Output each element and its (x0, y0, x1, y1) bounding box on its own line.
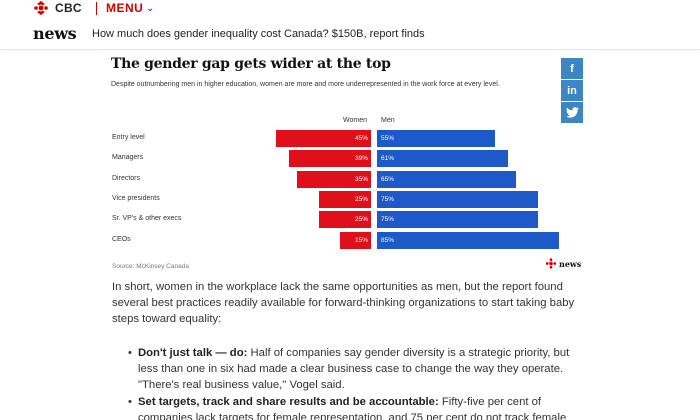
infographic-title: The gender gap gets wider at the top (111, 56, 391, 72)
men-bar: 65% (377, 170, 517, 188)
top-bar: CBC MENU ⌄ (0, 0, 700, 18)
bullet-dot: • (128, 396, 132, 408)
category-label: Directors (112, 174, 141, 182)
list-item: • Don't just talk — do: Half of companies… (128, 345, 588, 393)
category-label: Managers (112, 154, 144, 162)
category-label: Entry level (112, 134, 145, 141)
women-column-header: Women (343, 117, 367, 124)
category-label: CEOs (112, 235, 131, 243)
news-logo[interactable]: news (33, 24, 77, 43)
chevron-down-icon: ⌄ (146, 3, 155, 13)
list-item-bold: Set targets, track and share results and… (138, 396, 439, 408)
men-bar: 55% (377, 130, 495, 147)
best-practices-list: • Don't just talk — do: Half of companies… (128, 345, 588, 420)
cbc-gem-icon (545, 258, 557, 269)
bullet-dot: • (128, 347, 132, 359)
list-item: • Set targets, track and share results an… (128, 394, 588, 420)
facebook-icon[interactable]: f (561, 58, 583, 79)
menu-label: MENU (106, 1, 144, 15)
cbc-gem-icon[interactable] (33, 1, 49, 15)
list-item-text: Half of companies say gender diversity i… (138, 347, 570, 391)
news-header: news How much does gender inequality cos… (0, 20, 700, 50)
men-column-header: Men (381, 117, 395, 124)
women-bar: 25% (318, 211, 371, 229)
women-bar: 35% (297, 170, 371, 188)
men-bar: 75% (377, 211, 538, 229)
article-paragraph: In short, women in the workplace lack th… (112, 281, 575, 325)
women-bar: 45% (275, 130, 371, 147)
social-share: f in (561, 58, 583, 124)
linkedin-icon[interactable]: in (561, 80, 583, 101)
chart-source: Source: McKinsey Canada (112, 263, 189, 270)
cbc-news-logo-text: news (559, 258, 582, 269)
article-headline: How much does gender inequality cost Can… (92, 28, 425, 40)
category-label: Sr. VP's & other execs (112, 215, 182, 223)
twitter-icon[interactable] (561, 102, 583, 123)
men-bar: 61% (377, 150, 508, 168)
women-bar: 25% (318, 190, 371, 208)
divider (96, 2, 97, 15)
women-bar: 15% (339, 231, 371, 249)
cbc-brand[interactable]: CBC (55, 1, 82, 15)
list-item-text: Fifty-five per cent of companies lack ta… (138, 396, 567, 420)
men-bar: 85% (377, 231, 559, 249)
infographic-subtitle: Despite outnumbering men in higher educa… (111, 81, 500, 88)
menu-button[interactable]: MENU ⌄ (106, 1, 154, 15)
men-bar: 75% (377, 190, 538, 208)
category-label: Vice presidents (112, 194, 160, 202)
cbc-news-logo: news (545, 258, 581, 269)
women-bar: 39% (288, 150, 371, 168)
list-item-bold: Don't just talk — do: (138, 347, 248, 359)
